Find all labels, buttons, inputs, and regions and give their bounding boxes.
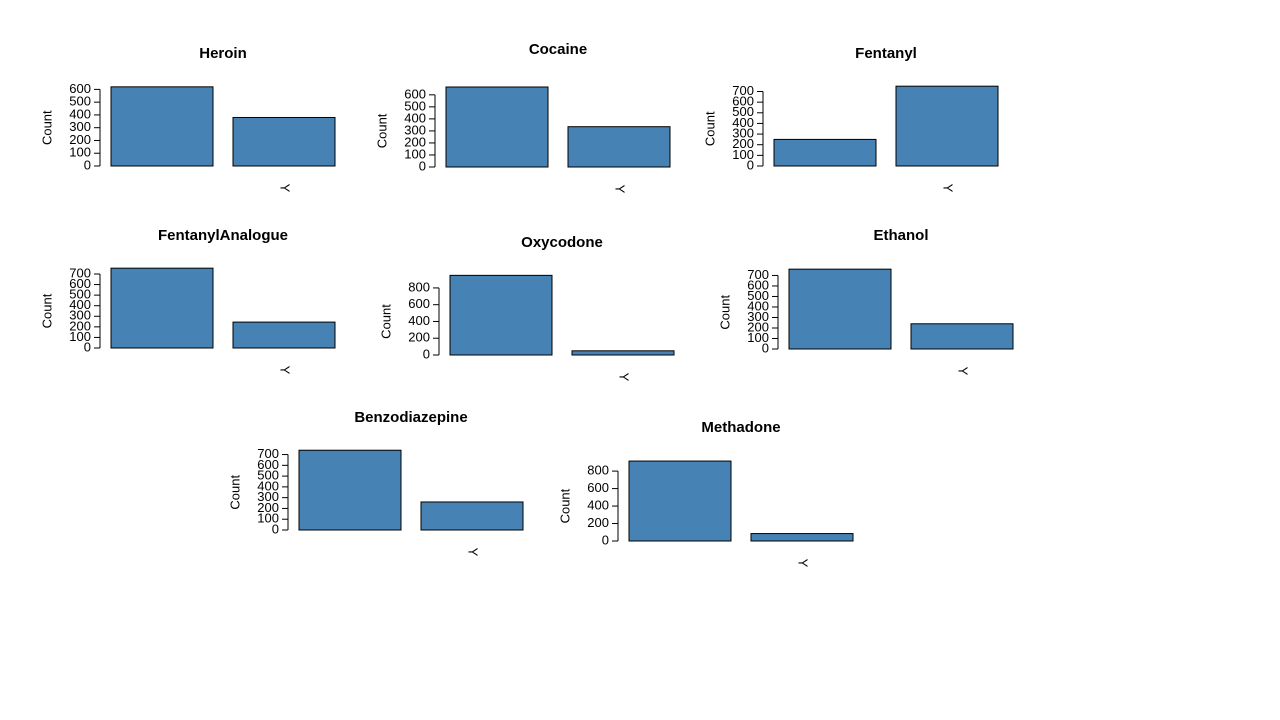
y-axis-label: Count bbox=[378, 304, 393, 339]
y-tick-label: 600 bbox=[404, 86, 426, 101]
y-tick-label: 400 bbox=[69, 106, 91, 121]
y-tick-label: 300 bbox=[404, 122, 426, 137]
y-tick-label: 600 bbox=[257, 457, 279, 472]
y-tick-label: 800 bbox=[408, 279, 430, 294]
bar bbox=[449, 274, 553, 356]
y-tick-label: 400 bbox=[257, 478, 279, 493]
y-axis-label: Count bbox=[227, 475, 242, 510]
x-tick-label: Y bbox=[956, 367, 971, 376]
y-tick-label: 300 bbox=[69, 119, 91, 134]
y-tick-label: 0 bbox=[762, 340, 769, 355]
y-tick-label: 100 bbox=[69, 145, 91, 160]
bar bbox=[571, 350, 675, 356]
y-tick-label: 700 bbox=[732, 83, 754, 98]
bar bbox=[232, 116, 336, 167]
y-tick-label: 0 bbox=[84, 157, 91, 172]
chart-title: Heroin bbox=[199, 45, 247, 62]
x-tick-label: Y bbox=[796, 559, 811, 568]
y-tick-label: 200 bbox=[587, 515, 609, 530]
y-tick-label: 200 bbox=[408, 330, 430, 345]
y-tick-label: 500 bbox=[732, 104, 754, 119]
bar bbox=[110, 86, 214, 167]
x-tick-label: Y bbox=[941, 184, 956, 193]
y-tick-label: 0 bbox=[747, 157, 754, 172]
y-tick-label: 600 bbox=[747, 277, 769, 292]
y-tick-label: 400 bbox=[587, 497, 609, 512]
y-tick-label: 600 bbox=[69, 276, 91, 291]
y-tick-label: 700 bbox=[257, 446, 279, 461]
y-tick-label: 100 bbox=[732, 147, 754, 162]
y-tick-label: 0 bbox=[602, 532, 609, 547]
y-tick-label: 400 bbox=[69, 297, 91, 312]
y-tick-label: 100 bbox=[404, 146, 426, 161]
y-axis-label: Count bbox=[39, 293, 54, 328]
y-tick-label: 600 bbox=[408, 296, 430, 311]
y-tick-label: 100 bbox=[747, 330, 769, 345]
x-tick-label: Y bbox=[278, 366, 293, 375]
bar bbox=[232, 321, 336, 349]
y-tick-label: 200 bbox=[747, 319, 769, 334]
y-tick-label: 400 bbox=[404, 110, 426, 125]
y-tick-label: 200 bbox=[69, 318, 91, 333]
y-tick-label: 0 bbox=[419, 158, 426, 173]
y-tick-label: 200 bbox=[257, 500, 279, 515]
y-tick-label: 500 bbox=[257, 468, 279, 483]
bar bbox=[110, 267, 214, 349]
bar bbox=[298, 449, 402, 531]
y-axis-label: Count bbox=[717, 295, 732, 330]
bar bbox=[788, 268, 892, 350]
y-tick-label: 400 bbox=[732, 115, 754, 130]
y-tick-label: 200 bbox=[404, 134, 426, 149]
bar bbox=[445, 86, 549, 168]
chart-title: Fentanyl bbox=[855, 45, 917, 62]
y-tick-label: 500 bbox=[404, 98, 426, 113]
y-tick-label: 300 bbox=[732, 126, 754, 141]
chart-title: Oxycodone bbox=[521, 234, 603, 251]
bar bbox=[567, 126, 671, 168]
bar bbox=[628, 460, 732, 542]
y-tick-label: 500 bbox=[69, 94, 91, 109]
y-axis-label: Count bbox=[374, 113, 389, 148]
x-tick-label: Y bbox=[466, 548, 481, 557]
y-axis-label: Count bbox=[702, 111, 717, 146]
y-tick-label: 400 bbox=[408, 313, 430, 328]
y-tick-label: 500 bbox=[69, 287, 91, 302]
chart-title: Methadone bbox=[701, 419, 780, 436]
y-tick-label: 600 bbox=[587, 480, 609, 495]
y-tick-label: 200 bbox=[732, 136, 754, 151]
y-tick-label: 100 bbox=[257, 511, 279, 526]
x-tick-label: Y bbox=[613, 185, 628, 194]
chart-title: FentanylAnalogue bbox=[158, 227, 288, 244]
x-tick-label: Y bbox=[278, 184, 293, 193]
y-tick-label: 800 bbox=[587, 463, 609, 478]
y-tick-label: 500 bbox=[747, 288, 769, 303]
bar bbox=[895, 85, 999, 167]
bar bbox=[773, 138, 877, 167]
bar bbox=[420, 501, 524, 531]
y-tick-label: 200 bbox=[69, 132, 91, 147]
y-tick-label: 0 bbox=[84, 339, 91, 354]
chart-title: Cocaine bbox=[529, 41, 587, 58]
y-tick-label: 400 bbox=[747, 298, 769, 313]
y-tick-label: 0 bbox=[272, 521, 279, 536]
bar bbox=[910, 323, 1014, 350]
y-tick-label: 300 bbox=[747, 309, 769, 324]
y-tick-label: 100 bbox=[69, 329, 91, 344]
y-tick-label: 300 bbox=[257, 489, 279, 504]
bar bbox=[750, 533, 854, 542]
y-tick-label: 700 bbox=[747, 267, 769, 282]
x-tick-label: Y bbox=[617, 373, 632, 382]
y-axis-label: Count bbox=[39, 110, 54, 145]
y-axis-label: Count bbox=[557, 488, 572, 523]
chart-title: Benzodiazepine bbox=[354, 409, 467, 426]
y-tick-label: 0 bbox=[423, 346, 430, 361]
y-tick-label: 600 bbox=[69, 81, 91, 96]
y-tick-label: 700 bbox=[69, 265, 91, 280]
y-tick-label: 300 bbox=[69, 308, 91, 323]
y-tick-label: 600 bbox=[732, 94, 754, 109]
chart-title: Ethanol bbox=[874, 227, 929, 244]
